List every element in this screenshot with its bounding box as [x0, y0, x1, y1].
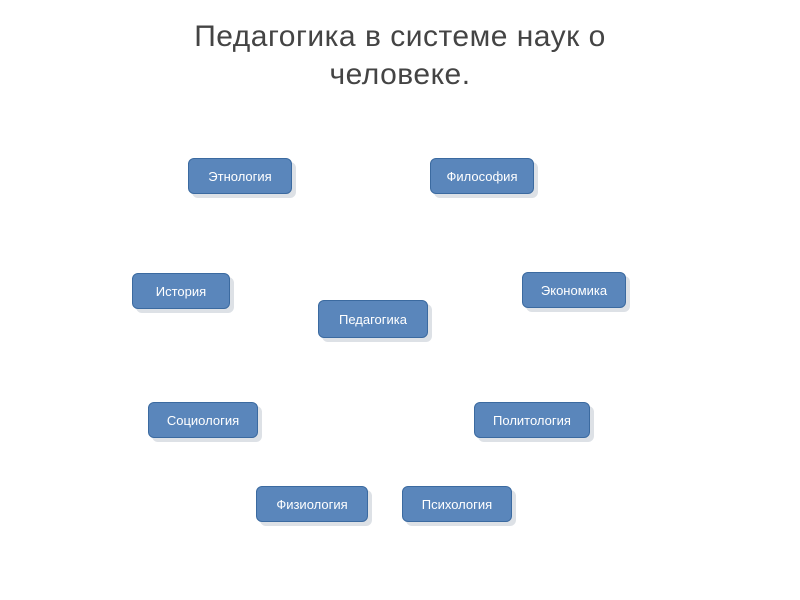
node-label: Политология	[493, 413, 571, 428]
node-physiology: Физиология	[256, 486, 368, 522]
page-title: Педагогика в системе наук очеловеке.	[0, 18, 800, 93]
node-politology: Политология	[474, 402, 590, 438]
node-sociology: Социология	[148, 402, 258, 438]
node-label: Социология	[167, 413, 239, 428]
node-label: Этнология	[208, 169, 271, 184]
node-history: История	[132, 273, 230, 309]
node-label: Педагогика	[339, 312, 407, 327]
node-label: История	[156, 284, 206, 299]
node-label: Философия	[447, 169, 518, 184]
node-label: Психология	[422, 497, 492, 512]
node-psychology: Психология	[402, 486, 512, 522]
node-ethnology: Этнология	[188, 158, 292, 194]
node-label: Физиология	[276, 497, 347, 512]
node-label: Экономика	[541, 283, 607, 298]
node-pedagogy: Педагогика	[318, 300, 428, 338]
node-philosophy: Философия	[430, 158, 534, 194]
node-economics: Экономика	[522, 272, 626, 308]
